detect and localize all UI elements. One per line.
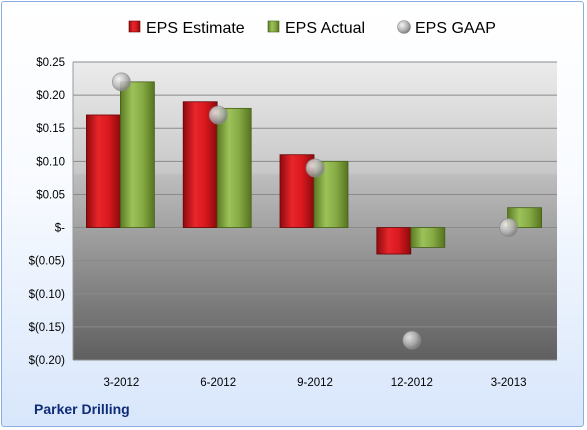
eps-estimate-bar [86, 114, 121, 228]
company-name: Parker Drilling [34, 401, 130, 417]
y-tick-label: $0.20 [36, 90, 65, 102]
y-tick-label: $0.25 [36, 57, 65, 69]
y-tick-label: $(0.15) [29, 322, 66, 334]
legend-swatch [267, 20, 280, 33]
eps-gaap-point [402, 330, 422, 350]
y-tick-label: $- [55, 223, 65, 235]
eps-actual-bar [410, 227, 446, 248]
legend-swatch [128, 20, 141, 33]
x-tick-label: 9-2012 [297, 377, 333, 389]
legend-swatch [397, 20, 411, 34]
y-tick-label: $0.10 [36, 156, 65, 168]
y-tick-label: $(0.10) [29, 289, 66, 301]
legend-label: EPS Estimate [146, 20, 245, 37]
legend-label: EPS Actual [285, 20, 365, 37]
eps-gaap-point [499, 218, 519, 237]
y-tick-label: $(0.05) [29, 256, 66, 268]
y-tick-label: $0.05 [36, 189, 65, 201]
eps-estimate-bar [376, 227, 412, 255]
legend-label: EPS GAAP [415, 20, 496, 37]
eps-gaap-point [208, 105, 228, 125]
y-tick-label: $0.15 [36, 123, 65, 135]
x-tick-label: 12-2012 [391, 377, 433, 389]
y-tick-label: $(0.20) [29, 355, 66, 367]
eps-actual-bar [120, 81, 155, 228]
eps-gaap-point [112, 72, 131, 92]
x-tick-label: 6-2012 [200, 377, 236, 389]
eps-gaap-point [305, 158, 325, 178]
x-tick-label: 3-2012 [103, 377, 139, 389]
x-tick-label: 3-2013 [491, 377, 527, 389]
eps-actual-bar [216, 107, 252, 228]
